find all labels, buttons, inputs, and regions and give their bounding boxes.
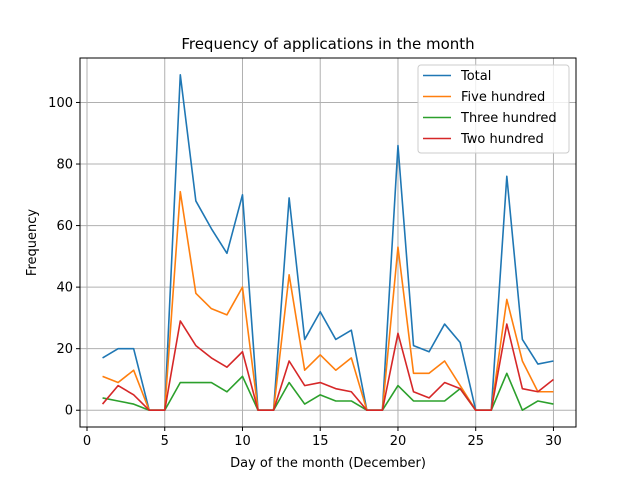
legend-label-total: Total [460,69,491,84]
x-tick-label: 25 [467,434,484,449]
plot-area-frame [79,57,577,428]
legend-label-five-hundred: Five hundred [461,90,545,105]
legend-box [417,64,570,154]
y-axis-label: Frequency [25,209,40,276]
x-tick-label: 5 [161,434,169,449]
y-tick-label: 100 [48,96,73,111]
x-axis-ticks: 0 5 10 15 20 25 30 [83,427,562,449]
y-axis-ticks: 0 20 40 60 80 100 [48,96,80,419]
x-tick-label: 15 [312,434,329,449]
x-tick-label: 10 [234,434,251,449]
x-tick-label: 30 [545,434,562,449]
x-axis-label: Day of the month (December) [230,456,426,471]
legend: Total Five hundred Three hundred Two hundre… [417,64,570,154]
y-tick-label: 60 [56,219,73,234]
series-lines [101,73,554,412]
y-tick-label: 0 [65,404,73,419]
y-tick-label: 40 [56,281,73,296]
x-tick-label: 0 [83,434,91,449]
y-tick-label: 80 [56,158,73,173]
chart-title: Frequency of applications in the month [181,35,474,53]
x-tick-label: 20 [390,434,407,449]
y-tick-label: 20 [56,342,73,357]
legend-label-two-hundred: Two hundred [460,132,544,147]
series-line-two-hundred [101,320,554,412]
legend-label-three-hundred: Three hundred [460,111,557,126]
